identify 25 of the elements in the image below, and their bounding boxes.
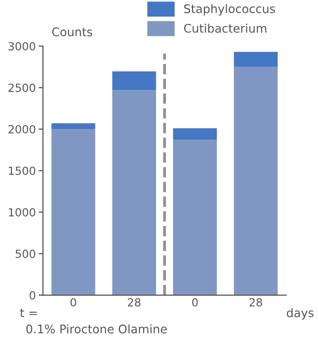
legend-label: Cutibacterium — [184, 24, 266, 33]
y-tick-label: 500 — [16, 250, 36, 258]
x-tick-label: 28 — [250, 298, 262, 307]
x-tick-label: 0 — [70, 298, 76, 307]
bar — [234, 52, 278, 67]
bar — [51, 129, 96, 296]
text: days — [286, 308, 314, 320]
x-tick-label: 28 — [128, 298, 140, 307]
text: t = — [20, 308, 37, 318]
text: 0.1% Piroctone Olamine — [26, 324, 167, 334]
bar — [234, 66, 278, 296]
bar — [173, 128, 217, 140]
y-tick-label: 3000 — [8, 42, 36, 50]
y-tick-label: 0 — [30, 291, 36, 300]
y-tick-label: 1000 — [8, 208, 36, 217]
bar — [112, 71, 156, 90]
bar — [112, 90, 156, 296]
y-tick-label: 2500 — [8, 84, 36, 92]
x-tick-label: 0 — [192, 298, 198, 307]
bar — [51, 123, 96, 130]
legend-label: Staphylococcus — [184, 4, 275, 16]
y-axis-title: Counts — [52, 27, 92, 36]
bar — [173, 140, 217, 296]
y-tick-label: 2000 — [8, 125, 36, 134]
y-tick-label: 1500 — [8, 166, 36, 176]
